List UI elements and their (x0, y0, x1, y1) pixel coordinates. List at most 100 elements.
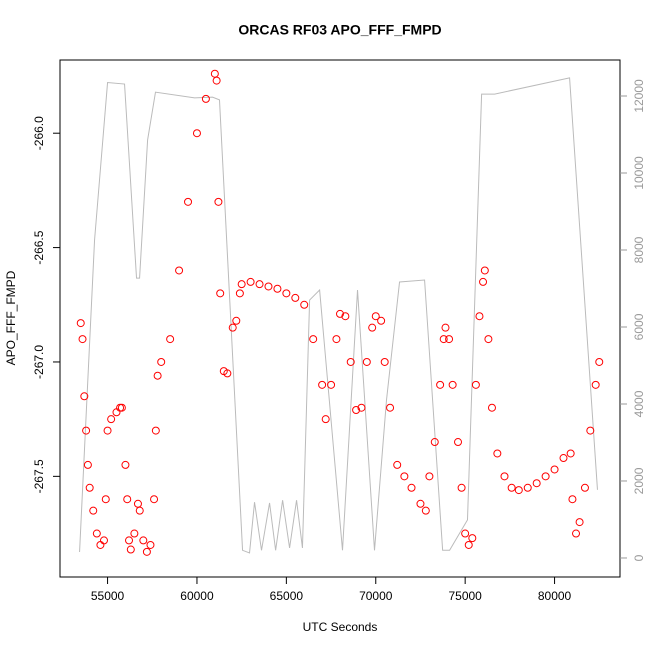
point (471, 380, 480, 389)
y2-tick-label: 12000 (632, 79, 646, 113)
point (318, 380, 327, 389)
point (371, 312, 380, 321)
point (566, 449, 575, 458)
point (487, 403, 496, 412)
point (282, 289, 291, 298)
point (83, 460, 92, 469)
x-tick-label: 55000 (91, 589, 125, 603)
point (103, 426, 112, 435)
point (92, 529, 101, 538)
point (78, 335, 87, 344)
point (454, 438, 463, 447)
y2-tick-label: 4000 (632, 390, 646, 417)
x-tick-label: 60000 (180, 589, 214, 603)
point (300, 300, 309, 309)
x-tick-label: 75000 (448, 589, 482, 603)
point (480, 266, 489, 275)
point (430, 438, 439, 447)
y-tick-label: -267.5 (32, 459, 46, 493)
point (214, 197, 223, 206)
x-tick-label: 70000 (359, 589, 393, 603)
point (591, 380, 600, 389)
point (421, 506, 430, 515)
point (107, 415, 116, 424)
point (407, 483, 416, 492)
point (255, 280, 264, 289)
point (153, 371, 162, 380)
point (336, 309, 344, 318)
point (439, 335, 448, 344)
point (468, 534, 477, 543)
point (586, 426, 595, 435)
point (500, 472, 509, 481)
point (541, 472, 550, 481)
point (264, 282, 273, 291)
y-tick-label: -266.0 (32, 116, 46, 150)
point (80, 392, 89, 401)
x-tick-label: 65000 (270, 589, 304, 603)
point (484, 335, 493, 344)
x-tick-label: 80000 (538, 589, 572, 603)
point (568, 495, 577, 504)
point (479, 277, 488, 286)
y2-tick-label: 8000 (632, 236, 646, 263)
point (441, 323, 450, 332)
y2-tick-label: 10000 (632, 156, 646, 190)
y2-tick-label: 6000 (632, 313, 646, 340)
point (475, 312, 484, 321)
point (393, 460, 402, 469)
plot-frame (59, 59, 621, 578)
point (445, 335, 454, 344)
point (237, 280, 246, 289)
point (321, 415, 330, 424)
point (514, 486, 523, 495)
point (166, 335, 175, 344)
point (85, 483, 94, 492)
point (99, 536, 108, 545)
point (201, 94, 210, 103)
point (117, 403, 126, 412)
point (461, 529, 470, 538)
point (150, 495, 159, 504)
point (142, 547, 151, 556)
point (135, 506, 144, 515)
point (400, 472, 409, 481)
point (327, 380, 336, 389)
point (448, 380, 457, 389)
point (559, 454, 568, 463)
point (184, 197, 193, 206)
point (157, 357, 166, 366)
point (246, 277, 255, 286)
point (457, 483, 466, 492)
point (357, 403, 366, 412)
y-axis-label: APO_FFF_FMPD (4, 270, 18, 365)
point (425, 472, 434, 481)
point (216, 289, 225, 298)
point (550, 465, 559, 474)
y2-tick-label: 0 (632, 554, 646, 561)
point (523, 483, 532, 492)
point (139, 536, 148, 545)
point (386, 403, 395, 412)
point (228, 323, 237, 332)
point (101, 495, 110, 504)
point (464, 540, 473, 549)
point (352, 406, 361, 415)
point (572, 529, 581, 538)
point (146, 540, 155, 549)
point (151, 426, 160, 435)
point (235, 289, 244, 298)
point (121, 460, 130, 469)
y2-tick-label: 2000 (632, 467, 646, 494)
point (332, 335, 341, 344)
point (595, 357, 604, 366)
point (507, 483, 516, 492)
point (130, 529, 139, 538)
y-tick-label: -266.5 (32, 230, 46, 264)
y2-line (79, 77, 598, 554)
point (273, 284, 282, 293)
point (368, 323, 377, 332)
point (123, 495, 132, 504)
